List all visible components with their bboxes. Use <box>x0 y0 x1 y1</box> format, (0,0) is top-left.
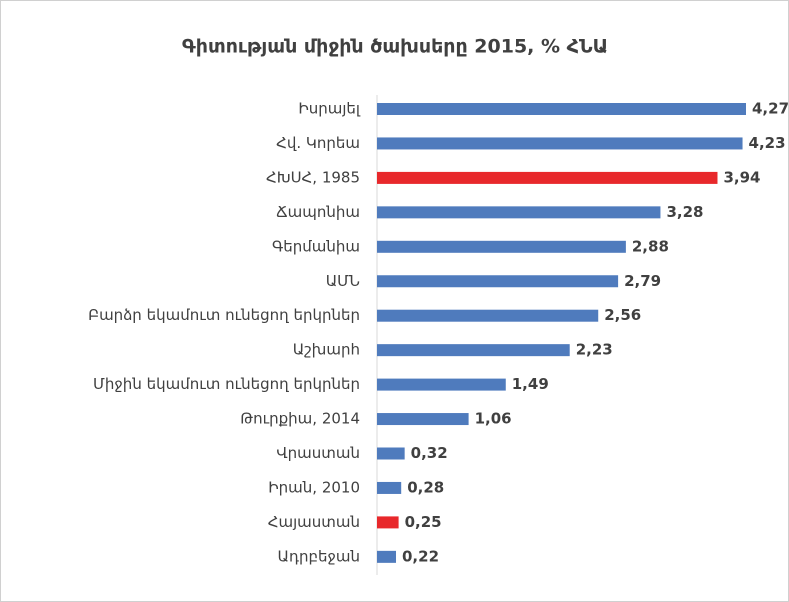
bar <box>377 550 397 563</box>
data-label: 4,27 <box>752 100 789 118</box>
y-tick-label: Իսրայել <box>298 100 361 118</box>
bar <box>377 447 405 460</box>
y-tick-label: Ադրբեջան <box>278 547 360 565</box>
data-label: 3,28 <box>666 203 703 221</box>
bar <box>377 275 619 288</box>
data-label: 4,23 <box>749 134 786 152</box>
chart-title: Գիտության միջին ծախսերը 2015, % ՀՆԱ <box>182 36 608 58</box>
y-tick-label: ՀԽՍՀ, 1985 <box>266 168 360 186</box>
data-label: 0,28 <box>407 478 444 496</box>
data-label: 1,06 <box>475 410 512 428</box>
bar <box>377 413 469 426</box>
y-tick-label: Թուրքիա, 2014 <box>240 410 360 428</box>
bar <box>377 344 570 357</box>
bar <box>377 378 506 391</box>
bar <box>377 516 399 529</box>
data-label: 2,23 <box>576 341 613 359</box>
y-tick-label: ԱՄՆ <box>326 272 360 290</box>
y-tick-label: Աշխարհ <box>293 341 360 359</box>
data-label: 2,88 <box>632 237 669 255</box>
bar <box>377 481 402 494</box>
y-tick-label: Հվ. Կորեա <box>276 134 360 152</box>
y-tick-label: Ճապոնիա <box>276 203 360 221</box>
data-label: 3,94 <box>723 168 760 186</box>
y-tick-label: Հայաստան <box>268 513 360 531</box>
data-label: 0,22 <box>402 547 439 565</box>
bar <box>377 240 626 253</box>
y-tick-label: Վրաստան <box>276 444 360 462</box>
data-label: 1,49 <box>512 375 549 393</box>
bar <box>377 171 718 184</box>
y-tick-label: Գերմանիա <box>272 237 360 255</box>
data-label: 2,56 <box>604 306 641 324</box>
bar <box>377 137 743 150</box>
bar <box>377 206 661 219</box>
y-tick-label: Իրան, 2010 <box>268 478 360 496</box>
bar <box>377 103 746 115</box>
y-tick-label: Միջին եկամուտ ունեցող երկրներ <box>93 375 360 393</box>
y-tick-label: Բարձր եկամուտ ունեցող երկրներ <box>88 306 360 324</box>
data-label: 0,32 <box>411 444 448 462</box>
bar <box>377 309 599 322</box>
data-label: 0,25 <box>405 513 442 531</box>
data-label: 2,79 <box>624 272 661 290</box>
